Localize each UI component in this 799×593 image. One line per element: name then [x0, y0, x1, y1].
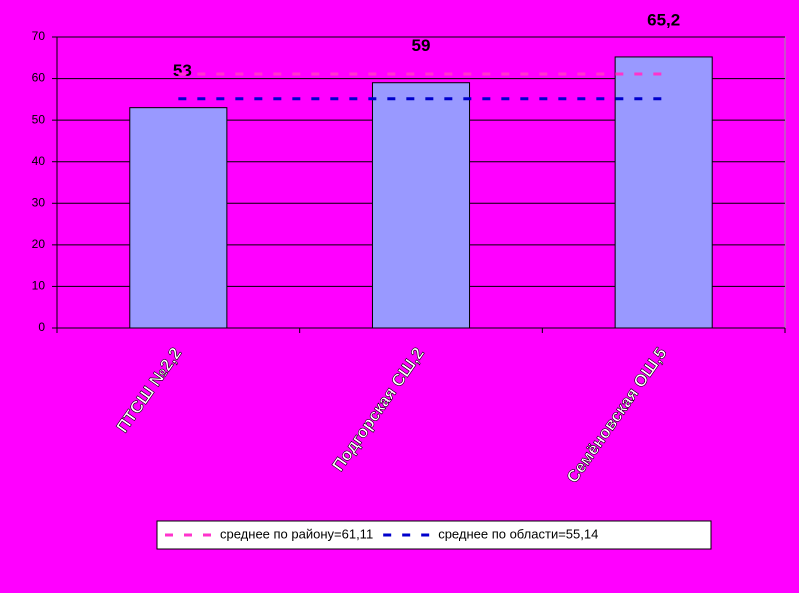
y-tick-label: 20 [32, 237, 46, 251]
x-tick-label: Подгорская СШ,2 [328, 344, 428, 475]
y-tick-label: 40 [32, 154, 46, 168]
y-tick-label: 0 [38, 320, 45, 334]
legend [156, 520, 712, 550]
legend-label: среднее по району=61,11 [220, 526, 373, 541]
x-tick-label: ПТСШ №2,2 [113, 344, 186, 436]
y-tick-label: 70 [32, 29, 46, 43]
bar [129, 107, 228, 329]
value-label: 53 [173, 61, 192, 80]
value-label: 59 [412, 36, 431, 55]
x-tick-label: Семёновская ОШ,5 [563, 344, 671, 487]
y-tick-label: 10 [32, 279, 46, 293]
bar [614, 56, 713, 329]
bar [371, 82, 471, 329]
y-tick-label: 50 [32, 112, 46, 126]
legend-label: среднее по области=55,14 [438, 526, 598, 541]
value-label: 65,2 [647, 10, 680, 29]
y-tick-label: 30 [32, 195, 46, 209]
y-tick-label: 60 [32, 71, 46, 85]
